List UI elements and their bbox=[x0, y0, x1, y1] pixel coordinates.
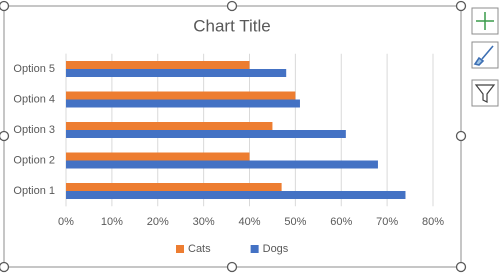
bar bbox=[66, 130, 346, 138]
handle[interactable] bbox=[226, 261, 238, 273]
chart-filters-button[interactable] bbox=[471, 79, 499, 107]
bar bbox=[66, 152, 250, 161]
chart-styles-button[interactable] bbox=[471, 41, 499, 69]
button-frame[interactable] bbox=[471, 79, 499, 107]
selection-handles[interactable] bbox=[0, 0, 467, 273]
bar bbox=[66, 61, 250, 69]
x-tick-label: 50% bbox=[284, 216, 306, 228]
y-tick-label: Option 1 bbox=[13, 185, 55, 197]
x-tick-label: 20% bbox=[147, 216, 169, 228]
x-tick-label: 60% bbox=[330, 216, 352, 228]
handle[interactable] bbox=[0, 261, 10, 273]
handle[interactable] bbox=[455, 130, 467, 142]
handle[interactable] bbox=[0, 0, 10, 12]
legend-label: Dogs bbox=[263, 243, 289, 255]
x-tick-label: 10% bbox=[101, 216, 123, 228]
bar bbox=[66, 91, 296, 100]
brush-icon bbox=[473, 45, 494, 66]
y-tick-label: Option 4 bbox=[13, 93, 55, 105]
chart-elements-button[interactable] bbox=[471, 7, 499, 35]
handle[interactable] bbox=[226, 0, 238, 12]
bar bbox=[66, 183, 282, 191]
bar bbox=[66, 160, 378, 169]
legend-label: Cats bbox=[188, 243, 211, 255]
x-tick-label: 70% bbox=[376, 216, 398, 228]
y-tick-label: Option 2 bbox=[13, 154, 55, 166]
legend-swatch bbox=[250, 245, 259, 253]
bar bbox=[66, 122, 273, 130]
x-tick-label: 80% bbox=[422, 216, 444, 228]
bar bbox=[66, 99, 300, 108]
bar bbox=[66, 191, 406, 199]
legend-swatch bbox=[176, 245, 184, 253]
y-tick-label: Option 5 bbox=[13, 63, 55, 75]
x-tick-label: 0% bbox=[58, 216, 74, 228]
plus-icon bbox=[476, 12, 494, 30]
x-tick-label: 30% bbox=[193, 216, 215, 228]
handle[interactable] bbox=[0, 130, 10, 142]
funnel-icon bbox=[474, 84, 496, 103]
handle[interactable] bbox=[455, 261, 467, 273]
plot-area: 0% 10% 20% 30% 40% 50% 60% 70% 80% Option 1 Option… bbox=[13, 53, 444, 255]
y-tick-label: Option 3 bbox=[13, 124, 55, 136]
bar bbox=[66, 69, 287, 77]
handle[interactable] bbox=[455, 0, 467, 12]
chart-title: Chart Title bbox=[193, 16, 270, 35]
x-tick-label: 40% bbox=[238, 216, 260, 228]
